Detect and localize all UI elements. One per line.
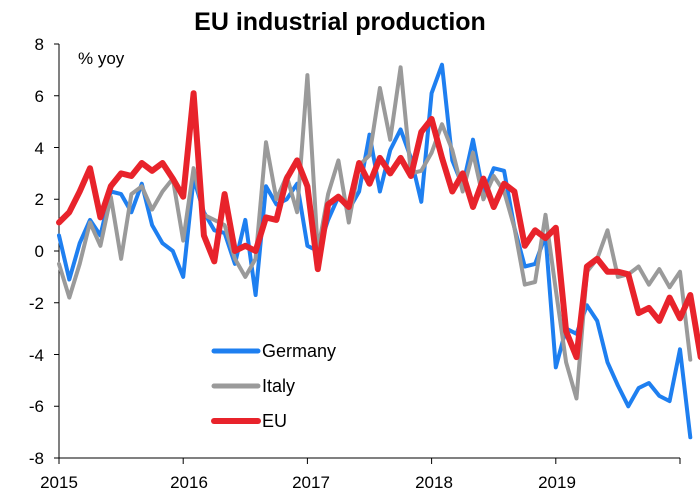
series-line-eu (56, 90, 700, 361)
y-tick-label: 8 (35, 35, 44, 54)
legend-item-eu: EU (211, 411, 287, 431)
y-axis: 8 6 4 2 0 -2 -4 -6 -8 (29, 35, 60, 468)
y-tick-label: -6 (29, 397, 44, 416)
x-tick-label: 2018 (415, 473, 453, 492)
x-tick-label: 2016 (170, 473, 208, 492)
legend-label-italy: Italy (262, 376, 295, 396)
y-tick-label: 2 (35, 190, 44, 209)
unit-label: % yoy (78, 49, 125, 68)
x-tick-label: 2015 (40, 473, 78, 492)
legend-label-germany: Germany (262, 341, 336, 361)
legend-label-eu: EU (262, 411, 287, 431)
y-tick-label: 6 (35, 87, 44, 106)
series-line-italy (57, 65, 693, 401)
legend-item-germany: Germany (211, 341, 336, 361)
x-tick-labels: 2015 2016 2017 2018 2019 (40, 473, 576, 492)
chart-title: EU industrial production (194, 8, 486, 36)
legend: Germany Italy EU (211, 341, 336, 431)
x-axis: 2015 2016 2017 2018 2019 (40, 457, 681, 492)
y-tick-labels: 8 6 4 2 0 -2 -4 -6 -8 (29, 35, 44, 468)
series-lines (56, 62, 700, 440)
y-axis-ticks (54, 43, 59, 459)
x-tick-label: 2017 (292, 473, 330, 492)
x-axis-ticks (58, 458, 681, 464)
y-tick-label: -8 (29, 449, 44, 468)
legend-item-italy: Italy (211, 376, 295, 396)
y-tick-label: 0 (35, 242, 44, 261)
x-tick-label: 2019 (538, 473, 576, 492)
y-tick-label: -2 (29, 294, 44, 313)
y-tick-label: -4 (29, 346, 44, 365)
y-tick-label: 4 (35, 139, 44, 158)
